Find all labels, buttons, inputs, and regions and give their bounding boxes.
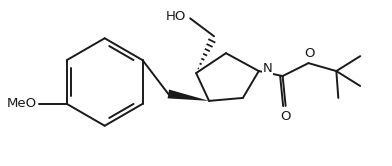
- Polygon shape: [167, 89, 209, 101]
- Text: O: O: [280, 110, 291, 123]
- Text: HO: HO: [166, 10, 186, 23]
- Text: N: N: [263, 62, 272, 75]
- Text: MeO: MeO: [7, 97, 37, 110]
- Text: O: O: [304, 47, 315, 60]
